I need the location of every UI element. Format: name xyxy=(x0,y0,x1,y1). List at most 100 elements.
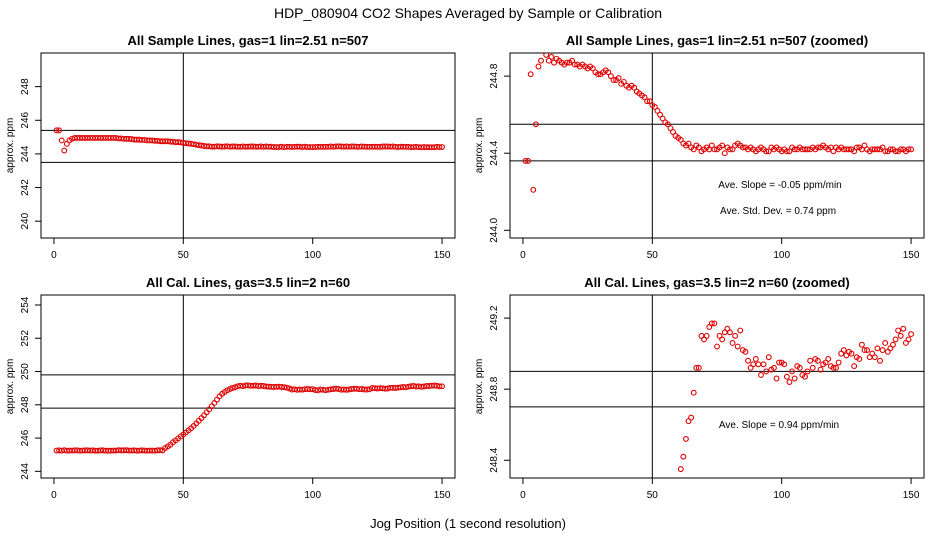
data-point xyxy=(714,343,720,350)
x-tick-label: 0 xyxy=(520,490,526,501)
y-tick-label: 244 xyxy=(20,463,31,480)
data-point xyxy=(439,144,446,150)
data-point xyxy=(607,73,614,80)
data-point xyxy=(874,345,881,352)
data-point xyxy=(825,356,832,362)
data-point xyxy=(879,347,886,354)
y-tick-label: 248 xyxy=(20,396,31,413)
data-point xyxy=(682,435,689,442)
data-point xyxy=(861,142,868,149)
data-point xyxy=(543,53,550,58)
chart-annotation: Ave. Std. Dev. = 0.74 ppm xyxy=(720,206,836,217)
data-point xyxy=(726,146,733,153)
data-point xyxy=(53,127,60,134)
data-point xyxy=(840,347,847,354)
data-point xyxy=(551,59,557,66)
data-point xyxy=(615,75,622,82)
data-point xyxy=(858,341,865,348)
data-point xyxy=(711,320,718,327)
data-points xyxy=(53,127,446,154)
data-point xyxy=(835,359,842,366)
y-axis-label: approx. ppm xyxy=(5,359,16,415)
data-point xyxy=(58,137,65,144)
data-point xyxy=(659,115,666,122)
data-point xyxy=(895,327,902,334)
data-point xyxy=(545,57,552,64)
x-tick-label: 150 xyxy=(434,250,451,261)
data-point xyxy=(750,361,757,368)
x-tick-label: 50 xyxy=(178,490,190,501)
data-point xyxy=(690,389,697,396)
x-tick-label: 100 xyxy=(304,250,321,261)
chart-panel-3: All Cal. Lines, gas=3.5 lin=2 n=60 approx… xyxy=(5,275,456,501)
data-point xyxy=(781,361,788,368)
data-point xyxy=(742,348,749,355)
data-point xyxy=(719,336,726,343)
chart-title: All Cal. Lines, gas=3.5 lin=2 n=60 (zoom… xyxy=(584,275,850,290)
data-point xyxy=(856,356,863,362)
y-tick-label: 248 xyxy=(20,78,31,95)
data-point xyxy=(548,53,555,60)
data-point xyxy=(752,356,759,362)
data-point xyxy=(729,340,736,346)
y-tick-label: 246 xyxy=(20,429,31,446)
data-point xyxy=(851,148,858,155)
data-point xyxy=(796,364,803,371)
data-point xyxy=(874,146,881,153)
figure-x-label: Jog Position (1 second resolution) xyxy=(370,516,566,531)
y-tick-label: 244.8 xyxy=(489,63,500,88)
chart-annotation: Ave. Slope = 0.94 ppm/min xyxy=(719,420,839,431)
data-point xyxy=(535,63,542,70)
y-tick-label: 254 xyxy=(20,296,31,313)
data-point xyxy=(532,121,539,128)
data-point xyxy=(721,150,728,157)
data-point xyxy=(765,354,772,361)
data-point xyxy=(877,357,883,364)
data-point xyxy=(734,343,741,350)
x-tick-label: 50 xyxy=(647,250,659,261)
data-point xyxy=(525,157,532,164)
data-point xyxy=(745,357,751,364)
data-point xyxy=(814,357,821,364)
x-tick-label: 100 xyxy=(773,250,790,261)
data-point xyxy=(760,361,767,368)
data-point xyxy=(892,148,899,155)
plot-frame xyxy=(40,294,456,479)
data-points xyxy=(53,382,446,454)
plot-frame xyxy=(509,294,925,479)
data-point xyxy=(232,384,239,391)
y-axis-label: approx. ppm xyxy=(474,118,485,174)
data-point xyxy=(190,141,197,148)
data-point xyxy=(889,341,896,348)
plot-frame xyxy=(509,52,925,239)
data-point xyxy=(729,146,736,153)
data-point xyxy=(882,148,889,155)
y-axis-label: approx. ppm xyxy=(474,359,485,415)
data-points xyxy=(677,320,915,473)
data-point xyxy=(851,363,858,370)
data-point xyxy=(56,127,63,134)
data-point xyxy=(739,144,746,151)
chart-title: All Cal. Lines, gas=3.5 lin=2 n=60 xyxy=(146,275,350,290)
data-point xyxy=(786,148,793,155)
x-tick-label: 150 xyxy=(903,250,920,261)
data-point xyxy=(814,144,821,151)
x-tick-label: 50 xyxy=(178,250,190,261)
data-point xyxy=(765,148,772,155)
data-point xyxy=(804,146,811,153)
data-point xyxy=(693,364,700,371)
data-point xyxy=(641,94,648,101)
data-point xyxy=(830,148,837,155)
data-point xyxy=(667,125,674,132)
data-point xyxy=(436,383,443,390)
y-tick-label: 242 xyxy=(20,179,31,196)
data-point xyxy=(631,84,638,91)
data-point xyxy=(281,384,288,391)
data-point xyxy=(654,107,661,114)
chart-panel-2: All Sample Lines, gas=1 lin=2.51 n=507 (… xyxy=(474,33,925,261)
data-point xyxy=(610,77,617,83)
x-tick-label: 0 xyxy=(520,250,526,261)
data-point xyxy=(804,368,811,375)
plot-frame xyxy=(40,52,456,239)
